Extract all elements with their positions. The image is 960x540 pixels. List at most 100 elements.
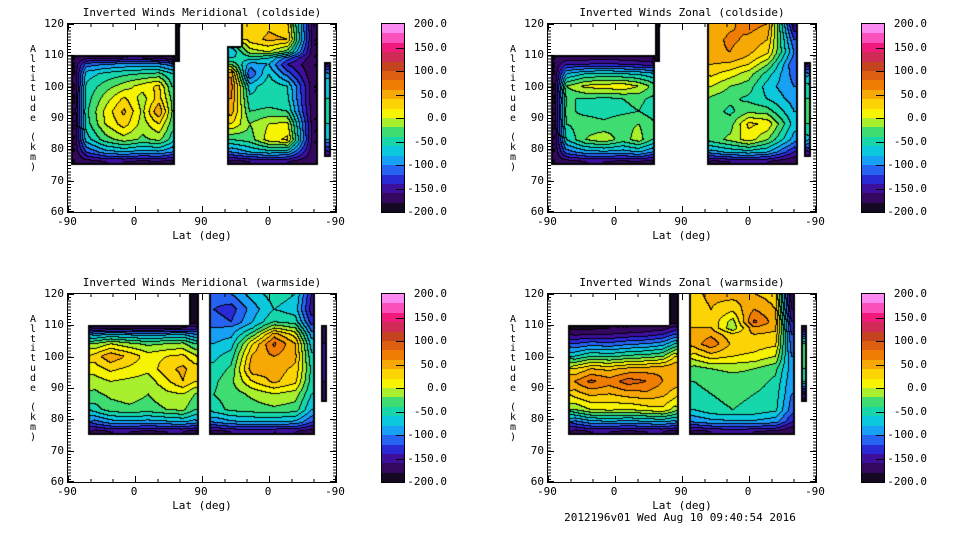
y-tick-label: 100 bbox=[44, 80, 64, 93]
colorbar-band bbox=[382, 322, 404, 332]
panel-meridional-warmside: Inverted Winds Meridional (warmside) A l… bbox=[0, 270, 480, 540]
colorbar-tick-label: -100.0 bbox=[887, 158, 927, 171]
colorbar-band bbox=[862, 341, 884, 351]
colorbar-band bbox=[382, 416, 404, 426]
colorbar-tick-label: 100.0 bbox=[893, 334, 927, 347]
colorbar-band bbox=[382, 425, 404, 436]
y-tick-label: 60 bbox=[50, 475, 64, 488]
y-major-tick bbox=[330, 55, 336, 56]
x-tick-label: 90 bbox=[194, 485, 208, 498]
colorbar-tick-label: 200.0 bbox=[413, 287, 447, 300]
colorbar bbox=[861, 23, 885, 213]
x-tick-label: 0 bbox=[610, 215, 618, 228]
colorbar-tick bbox=[396, 189, 404, 190]
y-major-tick bbox=[68, 149, 74, 150]
y-major-tick bbox=[68, 357, 74, 358]
colorbar-band bbox=[382, 24, 404, 34]
colorbar-tick-label: -100.0 bbox=[887, 428, 927, 441]
x-major-tick bbox=[615, 476, 616, 482]
colorbar-tick-label: -50.0 bbox=[893, 135, 927, 148]
colorbar-band bbox=[382, 155, 404, 166]
colorbar-band bbox=[862, 463, 884, 473]
colorbar-tick bbox=[876, 142, 884, 143]
x-tick-label: 0 bbox=[264, 485, 272, 498]
colorbar-tick bbox=[876, 412, 884, 413]
plot-frame bbox=[547, 293, 817, 483]
y-major-tick bbox=[330, 294, 336, 295]
y-tick-label: 70 bbox=[530, 444, 544, 457]
colorbar-band bbox=[862, 24, 884, 34]
y-major-tick bbox=[68, 388, 74, 389]
y-major-tick bbox=[330, 419, 336, 420]
colorbar-tick bbox=[396, 365, 404, 366]
y-major-tick bbox=[810, 481, 816, 482]
colorbar-band bbox=[382, 303, 404, 313]
y-major-tick bbox=[330, 325, 336, 326]
colorbar-tick-label: -100.0 bbox=[407, 428, 447, 441]
y-tick-label: 70 bbox=[530, 174, 544, 187]
y-tick-label: 110 bbox=[44, 318, 64, 331]
y-major-tick bbox=[548, 451, 554, 452]
colorbar-band bbox=[862, 193, 884, 203]
colorbar-band bbox=[862, 61, 884, 72]
y-tick-label: 60 bbox=[530, 205, 544, 218]
x-tick-label: -90 bbox=[325, 485, 345, 498]
x-major-tick bbox=[269, 206, 270, 212]
colorbar-tick bbox=[876, 365, 884, 366]
colorbar-tick bbox=[396, 48, 404, 49]
colorbar-band bbox=[382, 193, 404, 203]
colorbar bbox=[381, 23, 405, 213]
colorbar-band bbox=[862, 146, 884, 156]
panel-title: Inverted Winds Meridional (warmside) bbox=[82, 276, 322, 289]
x-major-tick bbox=[135, 24, 136, 30]
colorbar-band bbox=[382, 80, 404, 90]
y-tick-label: 120 bbox=[44, 287, 64, 300]
x-major-tick bbox=[135, 476, 136, 482]
y-tick-label: 90 bbox=[50, 381, 64, 394]
x-tick-label: -90 bbox=[325, 215, 345, 228]
y-major-tick bbox=[330, 388, 336, 389]
y-major-tick bbox=[810, 325, 816, 326]
colorbar-band bbox=[382, 108, 404, 119]
x-major-tick bbox=[815, 476, 816, 482]
x-tick-label: 90 bbox=[194, 215, 208, 228]
y-tick-label: 90 bbox=[530, 111, 544, 124]
y-axis-label: A l t i t u d e ( k m ) bbox=[29, 314, 37, 443]
colorbar-band bbox=[862, 444, 884, 454]
x-major-tick bbox=[615, 24, 616, 30]
x-tick-label: 0 bbox=[610, 485, 618, 498]
colorbar-band bbox=[862, 165, 884, 175]
colorbar-band bbox=[862, 71, 884, 81]
x-axis-label: Lat (deg) bbox=[172, 229, 232, 242]
y-tick-label: 110 bbox=[44, 48, 64, 61]
x-tick-label: 0 bbox=[264, 215, 272, 228]
y-major-tick bbox=[548, 419, 554, 420]
colorbar-tick bbox=[876, 118, 884, 119]
colorbar-tick bbox=[876, 388, 884, 389]
y-tick-label: 80 bbox=[530, 142, 544, 155]
y-major-tick bbox=[548, 149, 554, 150]
x-tick-label: -90 bbox=[537, 485, 557, 498]
plot-frame bbox=[67, 293, 337, 483]
x-major-tick bbox=[682, 24, 683, 30]
colorbar-band bbox=[862, 406, 884, 417]
colorbar-tick-label: -150.0 bbox=[887, 452, 927, 465]
y-major-tick bbox=[548, 388, 554, 389]
x-major-tick bbox=[335, 24, 336, 30]
x-axis-label: Lat (deg) bbox=[652, 229, 712, 242]
contour-canvas bbox=[548, 24, 816, 212]
x-major-tick bbox=[682, 294, 683, 300]
y-major-tick bbox=[548, 181, 554, 182]
colorbar-tick bbox=[396, 318, 404, 319]
colorbar-band bbox=[862, 183, 884, 194]
colorbar-tick bbox=[876, 459, 884, 460]
colorbar-band bbox=[862, 108, 884, 119]
y-major-tick bbox=[330, 24, 336, 25]
colorbar-tick-label: 150.0 bbox=[893, 311, 927, 324]
colorbar-band bbox=[382, 397, 404, 407]
colorbar-band bbox=[862, 435, 884, 445]
colorbar-band bbox=[862, 80, 884, 90]
x-major-tick bbox=[269, 476, 270, 482]
y-tick-label: 90 bbox=[50, 111, 64, 124]
y-major-tick bbox=[68, 451, 74, 452]
